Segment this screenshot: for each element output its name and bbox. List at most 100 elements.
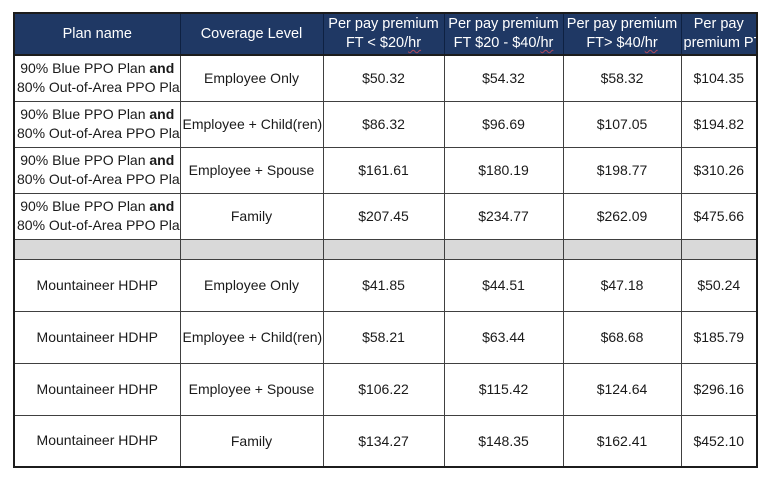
premium-cell: $180.19: [443, 146, 564, 194]
premium-cell: $162.41: [562, 414, 682, 468]
premium-cell: $475.66: [680, 192, 758, 240]
premium-cell: $234.77: [443, 192, 564, 240]
plan-name-line2: 80% Out-of-Area PPO Plan: [17, 217, 180, 233]
header-line-1: Per pay premium: [566, 16, 678, 32]
table-row: Mountaineer HDHP Employee Only $41.85 $4…: [13, 258, 758, 312]
plan-name: Mountaineer HDHP: [36, 328, 158, 345]
table-row: Mountaineer HDHP Employee + Spouse $106.…: [13, 362, 758, 416]
header-label: Plan name: [62, 25, 132, 42]
plan-cell: Mountaineer HDHP: [13, 258, 181, 312]
premium-cell: $194.82: [680, 100, 758, 148]
header-label: Coverage Level: [200, 25, 303, 42]
premium-cell: $134.27: [322, 414, 445, 468]
premium-cell: $124.64: [562, 362, 682, 416]
premium-cell: $47.18: [562, 258, 682, 312]
premium-table: Plan name Coverage Level Per pay premium…: [13, 12, 758, 468]
plan-name: 90% Blue PPO Plan: [20, 152, 146, 168]
coverage-cell: Family: [179, 192, 324, 240]
header-line-1: Per pay: [693, 16, 744, 32]
table-row: 90% Blue PPO Plan and 80% Out-of-Area PP…: [13, 146, 758, 194]
premium-cell: $96.69: [443, 100, 564, 148]
premium-cell: $104.35: [680, 54, 758, 102]
header-row: Plan name Coverage Level Per pay premium…: [13, 12, 758, 56]
spellcheck-squiggle-text: hr: [408, 35, 422, 51]
separator-cell: [680, 238, 758, 260]
header-line-1: Per pay premium: [328, 16, 439, 32]
plan-name-bold: and: [149, 106, 175, 122]
plan-cell: Mountaineer HDHP: [13, 414, 181, 468]
separator-cell: [322, 238, 445, 260]
col-header-premium-ft-20-40: Per pay premium FT $20 - $40/hr: [443, 12, 564, 56]
plan-cell: 90% Blue PPO Plan and 80% Out-of-Area PP…: [13, 100, 181, 148]
plan-name-bold: and: [149, 198, 175, 214]
header-text: FT $20 - $40/: [453, 35, 541, 51]
plan-cell: Mountaineer HDHP: [13, 362, 181, 416]
premium-cell: $262.09: [562, 192, 682, 240]
table-row: 90% Blue PPO Plan and 80% Out-of-Area PP…: [13, 192, 758, 240]
plan-name-bold: and: [149, 152, 175, 168]
separator-row: [13, 238, 758, 260]
header-text: FT < $20/: [345, 35, 409, 51]
plan-name: 90% Blue PPO Plan: [20, 106, 146, 122]
col-header-premium-pt: Per pay premium PT: [680, 12, 758, 56]
coverage-cell: Employee Only: [179, 54, 324, 102]
plan-name-line2: 80% Out-of-Area PPO Plan: [17, 125, 180, 141]
premium-cell: $86.32: [322, 100, 445, 148]
separator-cell: [562, 238, 682, 260]
premium-cell: $41.85: [322, 258, 445, 312]
plan-name-line2: 80% Out-of-Area PPO Plan: [17, 171, 180, 187]
premium-cell: $107.05: [562, 100, 682, 148]
spellcheck-squiggle-text: hr: [540, 35, 554, 51]
header-line-2: FT $20 - $40/hr: [447, 34, 561, 53]
coverage-cell: Employee + Spouse: [179, 362, 324, 416]
premium-cell: $452.10: [680, 414, 758, 468]
header-line-1: Per pay premium: [448, 16, 559, 32]
header-text: FT> $40/: [586, 35, 645, 51]
plan-cell: Mountaineer HDHP: [13, 310, 181, 364]
premium-cell: $207.45: [322, 192, 445, 240]
separator-cell: [443, 238, 564, 260]
coverage-cell: Employee + Child(ren): [179, 100, 324, 148]
premium-cell: $310.26: [680, 146, 758, 194]
premium-cell: $115.42: [443, 362, 564, 416]
header-line-2: premium PT: [683, 35, 757, 51]
col-header-plan-name: Plan name: [13, 12, 181, 56]
premium-cell: $106.22: [322, 362, 445, 416]
col-header-premium-ft-under-20: Per pay premium FT < $20/hr: [322, 12, 445, 56]
header-line-2: FT> $40/hr: [566, 34, 679, 53]
premium-cell: $63.44: [443, 310, 564, 364]
plan-name: 90% Blue PPO Plan: [20, 60, 146, 77]
coverage-cell: Employee + Spouse: [179, 146, 324, 194]
premium-cell: $185.79: [680, 310, 758, 364]
plan-cell: 90% Blue PPO Plan and 80% Out-of-Area PP…: [13, 146, 181, 194]
premium-cell: $148.35: [443, 414, 564, 468]
premium-cell: $198.77: [562, 146, 682, 194]
col-header-coverage-level: Coverage Level: [179, 12, 324, 56]
spellcheck-squiggle-text: hr: [644, 35, 658, 51]
premium-cell: $50.24: [680, 258, 758, 312]
plan-cell: 90% Blue PPO Plan and 80% Out-of-Area PP…: [13, 192, 181, 240]
separator-cell: [179, 238, 324, 260]
premium-cell: $68.68: [562, 310, 682, 364]
table-row: 90% Blue PPO Plan and 80% Out-of-Area PP…: [13, 100, 758, 148]
premium-cell: $54.32: [443, 54, 564, 102]
premium-cell: $50.32: [322, 54, 445, 102]
coverage-cell: Employee Only: [179, 258, 324, 312]
coverage-cell: Family: [179, 414, 324, 468]
premium-cell: $58.32: [562, 54, 682, 102]
table-row: Mountaineer HDHP Employee + Child(ren) $…: [13, 310, 758, 364]
header-line-2: FT < $20/hr: [326, 34, 442, 53]
premium-cell: $161.61: [322, 146, 445, 194]
premium-cell: $296.16: [680, 362, 758, 416]
separator-cell: [13, 238, 181, 260]
plan-name: Mountaineer HDHP: [36, 432, 158, 449]
premium-cell: $44.51: [443, 258, 564, 312]
plan-cell: 90% Blue PPO Plan and 80% Out-of-Area PP…: [13, 54, 181, 102]
plan-name: Mountaineer HDHP: [36, 380, 158, 397]
plan-name: 90% Blue PPO Plan: [20, 198, 146, 214]
table-row: Mountaineer HDHP Family $134.27 $148.35 …: [13, 414, 758, 468]
coverage-cell: Employee + Child(ren): [179, 310, 324, 364]
plan-name: Mountaineer HDHP: [36, 276, 158, 293]
col-header-premium-ft-over-40: Per pay premium FT> $40/hr: [562, 12, 682, 56]
plan-name-line2: 80% Out-of-Area PPO Plan: [17, 79, 180, 96]
